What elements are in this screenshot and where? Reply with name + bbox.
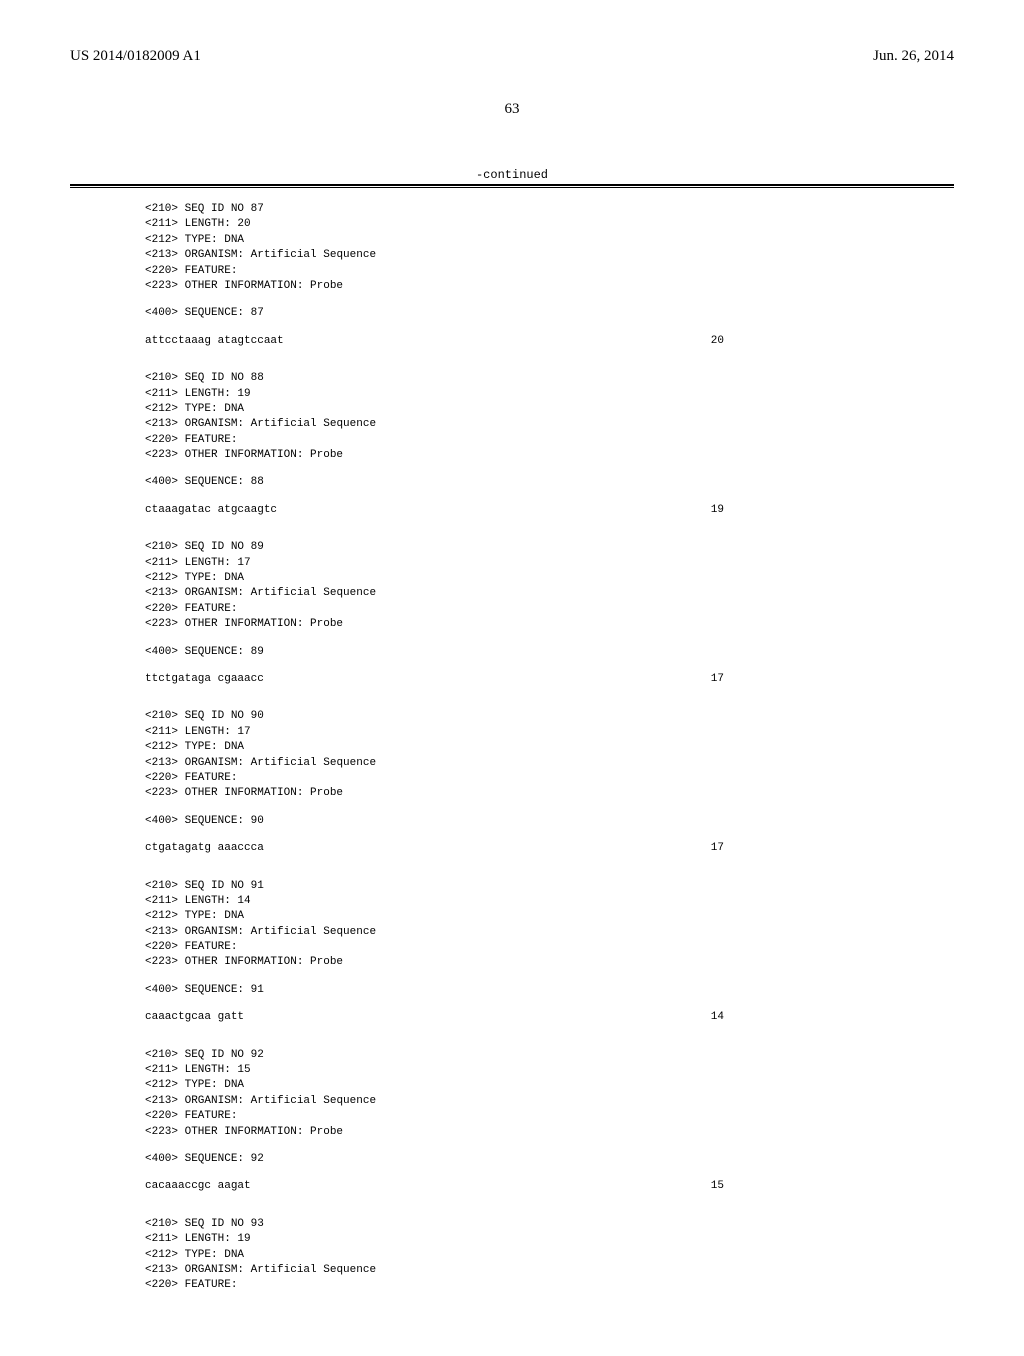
seq-length-num: 20 bbox=[711, 334, 724, 349]
seq-meta: <213> ORGANISM: Artificial Sequence bbox=[145, 586, 904, 601]
seq-meta: <211> LENGTH: 19 bbox=[145, 387, 904, 402]
seq-block: <210> SEQ ID NO 87 <211> LENGTH: 20 <212… bbox=[145, 202, 904, 349]
seq-meta: <210> SEQ ID NO 89 bbox=[145, 540, 904, 555]
seq-meta: <212> TYPE: DNA bbox=[145, 571, 904, 586]
seq-length-num: 19 bbox=[711, 503, 724, 518]
seq-length-num: 17 bbox=[711, 672, 724, 687]
seq-text: attcctaaag atagtccaat bbox=[145, 334, 284, 349]
publication-date: Jun. 26, 2014 bbox=[873, 48, 954, 65]
seq-meta: <223> OTHER INFORMATION: Probe bbox=[145, 617, 904, 632]
seq-meta: <223> OTHER INFORMATION: Probe bbox=[145, 786, 904, 801]
seq-meta: <220> FEATURE: bbox=[145, 433, 904, 448]
seq-meta: <212> TYPE: DNA bbox=[145, 1248, 904, 1263]
seq-meta: <211> LENGTH: 17 bbox=[145, 725, 904, 740]
seq-400: <400> SEQUENCE: 92 bbox=[145, 1152, 904, 1167]
seq-line: attcctaaag atagtccaat 20 bbox=[145, 334, 904, 349]
seq-text: cacaaaccgc aagat bbox=[145, 1179, 251, 1194]
seq-400: <400> SEQUENCE: 91 bbox=[145, 983, 904, 998]
seq-meta: <210> SEQ ID NO 91 bbox=[145, 879, 904, 894]
seq-meta: <213> ORGANISM: Artificial Sequence bbox=[145, 1094, 904, 1109]
seq-length-num: 14 bbox=[711, 1010, 724, 1025]
seq-meta: <213> ORGANISM: Artificial Sequence bbox=[145, 925, 904, 940]
seq-line: ctaaagatac atgcaagtc 19 bbox=[145, 503, 904, 518]
seq-meta: <220> FEATURE: bbox=[145, 771, 904, 786]
seq-block: <210> SEQ ID NO 89 <211> LENGTH: 17 <212… bbox=[145, 540, 904, 687]
seq-block: <210> SEQ ID NO 88 <211> LENGTH: 19 <212… bbox=[145, 371, 904, 518]
patent-page: US 2014/0182009 A1 Jun. 26, 2014 63 -con… bbox=[0, 0, 1024, 1356]
publication-number: US 2014/0182009 A1 bbox=[70, 48, 201, 65]
seq-meta: <220> FEATURE: bbox=[145, 1109, 904, 1124]
seq-line: ttctgataga cgaaacc 17 bbox=[145, 672, 904, 687]
seq-text: ctaaagatac atgcaagtc bbox=[145, 503, 277, 518]
seq-meta: <212> TYPE: DNA bbox=[145, 402, 904, 417]
seq-meta: <212> TYPE: DNA bbox=[145, 1078, 904, 1093]
seq-meta: <210> SEQ ID NO 90 bbox=[145, 709, 904, 724]
divider-top bbox=[70, 184, 954, 186]
seq-block: <210> SEQ ID NO 92 <211> LENGTH: 15 <212… bbox=[145, 1048, 904, 1195]
seq-meta: <220> FEATURE: bbox=[145, 940, 904, 955]
seq-text: ctgatagatg aaaccca bbox=[145, 841, 264, 856]
page-number: 63 bbox=[70, 101, 954, 118]
seq-meta: <213> ORGANISM: Artificial Sequence bbox=[145, 756, 904, 771]
sequence-listing: <210> SEQ ID NO 87 <211> LENGTH: 20 <212… bbox=[70, 202, 954, 1294]
seq-meta: <212> TYPE: DNA bbox=[145, 909, 904, 924]
seq-meta: <220> FEATURE: bbox=[145, 602, 904, 617]
seq-meta: <223> OTHER INFORMATION: Probe bbox=[145, 448, 904, 463]
seq-block: <210> SEQ ID NO 93 <211> LENGTH: 19 <212… bbox=[145, 1217, 904, 1294]
seq-block: <210> SEQ ID NO 90 <211> LENGTH: 17 <212… bbox=[145, 709, 904, 856]
seq-meta: <220> FEATURE: bbox=[145, 264, 904, 279]
seq-length-num: 17 bbox=[711, 841, 724, 856]
seq-meta: <211> LENGTH: 14 bbox=[145, 894, 904, 909]
seq-length-num: 15 bbox=[711, 1179, 724, 1194]
seq-meta: <213> ORGANISM: Artificial Sequence bbox=[145, 248, 904, 263]
seq-text: caaactgcaa gatt bbox=[145, 1010, 244, 1025]
seq-meta: <211> LENGTH: 17 bbox=[145, 556, 904, 571]
seq-meta: <212> TYPE: DNA bbox=[145, 740, 904, 755]
seq-meta: <212> TYPE: DNA bbox=[145, 233, 904, 248]
seq-meta: <210> SEQ ID NO 93 bbox=[145, 1217, 904, 1232]
seq-400: <400> SEQUENCE: 89 bbox=[145, 645, 904, 660]
seq-meta: <210> SEQ ID NO 87 bbox=[145, 202, 904, 217]
seq-400: <400> SEQUENCE: 90 bbox=[145, 814, 904, 829]
continued-label: -continued bbox=[70, 168, 954, 182]
seq-meta: <223> OTHER INFORMATION: Probe bbox=[145, 1125, 904, 1140]
page-header: US 2014/0182009 A1 Jun. 26, 2014 bbox=[70, 48, 954, 65]
seq-meta: <220> FEATURE: bbox=[145, 1278, 904, 1293]
seq-meta: <210> SEQ ID NO 88 bbox=[145, 371, 904, 386]
seq-meta: <211> LENGTH: 20 bbox=[145, 217, 904, 232]
seq-meta: <223> OTHER INFORMATION: Probe bbox=[145, 955, 904, 970]
seq-meta: <213> ORGANISM: Artificial Sequence bbox=[145, 1263, 904, 1278]
seq-meta: <210> SEQ ID NO 92 bbox=[145, 1048, 904, 1063]
seq-line: cacaaaccgc aagat 15 bbox=[145, 1179, 904, 1194]
seq-meta: <223> OTHER INFORMATION: Probe bbox=[145, 279, 904, 294]
seq-400: <400> SEQUENCE: 87 bbox=[145, 306, 904, 321]
seq-block: <210> SEQ ID NO 91 <211> LENGTH: 14 <212… bbox=[145, 879, 904, 1026]
seq-meta: <211> LENGTH: 19 bbox=[145, 1232, 904, 1247]
divider-bottom bbox=[70, 187, 954, 188]
seq-line: ctgatagatg aaaccca 17 bbox=[145, 841, 904, 856]
seq-meta: <213> ORGANISM: Artificial Sequence bbox=[145, 417, 904, 432]
seq-meta: <211> LENGTH: 15 bbox=[145, 1063, 904, 1078]
seq-400: <400> SEQUENCE: 88 bbox=[145, 475, 904, 490]
seq-line: caaactgcaa gatt 14 bbox=[145, 1010, 904, 1025]
seq-text: ttctgataga cgaaacc bbox=[145, 672, 264, 687]
